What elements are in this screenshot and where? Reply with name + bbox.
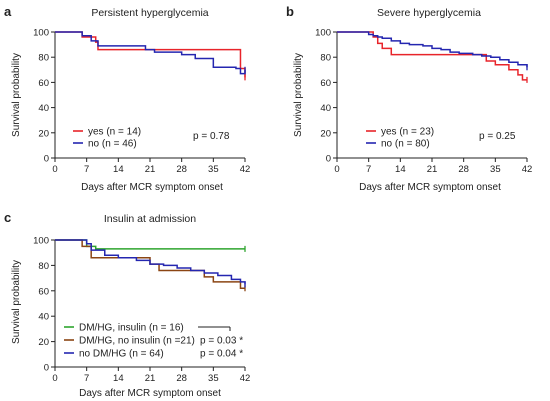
- survival-curve-series-1: [337, 31, 527, 81]
- survival-curves-a: [55, 31, 246, 81]
- x-tick-label: 21: [145, 164, 156, 175]
- axes-b: 0 20 40 60 80 100 0 7 14 21 28 35 42: [315, 28, 532, 176]
- legend-a: yes (n = 14) no (n = 46): [73, 127, 141, 150]
- survival-curve-series-1: [55, 239, 245, 250]
- y-tick-label: 0: [326, 154, 331, 165]
- panel-c-label: c: [4, 210, 11, 225]
- ylabel-c: Survival probability: [11, 260, 22, 344]
- x-tick-label: 0: [52, 373, 57, 384]
- x-tick-label: 28: [176, 373, 187, 384]
- x-tick-label: 14: [395, 164, 406, 175]
- y-tick-label: 100: [33, 236, 49, 247]
- x-tick-label: 0: [334, 164, 339, 175]
- y-tick-label: 60: [38, 78, 49, 89]
- panel-a-label: a: [4, 4, 12, 19]
- axes-a: 0 20 40 60 80 100 0 7 14 21 28 35 42: [33, 28, 250, 176]
- y-tick-label: 20: [38, 128, 49, 139]
- chart-title-b: Severe hyperglycemia: [377, 7, 481, 19]
- legend-label-no-a: no (n = 46): [88, 139, 137, 150]
- p-value-c-1: p = 0.03 *: [200, 336, 243, 347]
- x-tick-label: 21: [145, 373, 156, 384]
- x-tick-label: 14: [113, 373, 124, 384]
- x-tick-label: 7: [84, 164, 89, 175]
- survival-curves-c: [55, 239, 246, 292]
- y-tick-label: 100: [315, 28, 331, 39]
- legend-c: DM/HG, insulin (n = 16) DM/HG, no insuli…: [64, 323, 195, 360]
- chart-title-c: Insulin at admission: [104, 213, 196, 225]
- panel-b-label: b: [286, 4, 294, 19]
- legend-label-no-insulin-c: DM/HG, no insulin (n =21): [79, 336, 195, 347]
- legend-label-yes-b: yes (n = 23): [381, 127, 434, 138]
- legend-b: yes (n = 23) no (n = 80): [366, 127, 434, 150]
- axes-c: 0 20 40 60 80 100 0 7 14 21 28 35 42: [33, 236, 250, 385]
- significance-bracket-c: [198, 326, 231, 331]
- y-tick-label: 60: [38, 286, 49, 297]
- ylabel-a: Survival probability: [11, 53, 22, 137]
- y-tick-label: 80: [320, 53, 331, 64]
- x-tick-label: 42: [522, 164, 533, 175]
- survival-curve-series-1: [55, 31, 246, 78]
- x-tick-label: 21: [427, 164, 438, 175]
- y-tick-label: 100: [33, 28, 49, 39]
- survival-curve-series-2: [55, 239, 245, 290]
- survival-curve-series-2: [55, 31, 246, 75]
- x-tick-label: 35: [490, 164, 501, 175]
- y-tick-label: 40: [38, 312, 49, 323]
- chart-panel-c: Insulin at admission Survival probabilit…: [11, 213, 250, 399]
- chart-title-a: Persistent hyperglycemia: [91, 7, 208, 19]
- x-tick-label: 28: [176, 164, 187, 175]
- y-tick-label: 60: [320, 78, 331, 89]
- x-tick-label: 7: [366, 164, 371, 175]
- y-tick-label: 0: [44, 363, 49, 374]
- x-tick-label: 35: [208, 164, 219, 175]
- survival-curve-series-2: [337, 31, 528, 68]
- p-value-a: p = 0.78: [193, 131, 230, 142]
- x-tick-label: 28: [458, 164, 469, 175]
- p-value-c-2: p = 0.04 *: [200, 349, 243, 360]
- x-tick-label: 14: [113, 164, 124, 175]
- x-tick-label: 42: [240, 373, 251, 384]
- p-value-b: p = 0.25: [479, 131, 516, 142]
- x-tick-label: 0: [52, 164, 57, 175]
- xlabel-c: Days after MCR symptom onset: [79, 388, 221, 399]
- legend-label-no-b: no (n = 80): [381, 139, 430, 150]
- x-tick-label: 7: [84, 373, 89, 384]
- legend-label-no-dm-c: no DM/HG (n = 64): [79, 349, 164, 360]
- y-tick-label: 0: [44, 154, 49, 165]
- y-tick-label: 40: [320, 103, 331, 114]
- xlabel-b: Days after MCR symptom onset: [359, 182, 501, 193]
- y-tick-label: 40: [38, 103, 49, 114]
- y-tick-label: 20: [320, 128, 331, 139]
- x-tick-label: 35: [208, 373, 219, 384]
- x-tick-label: 42: [240, 164, 251, 175]
- chart-panel-b: Severe hyperglycemia Survival probabilit…: [293, 7, 532, 193]
- legend-label-insulin-c: DM/HG, insulin (n = 16): [79, 323, 184, 334]
- ylabel-b: Survival probability: [293, 53, 304, 137]
- chart-panel-a: Persistent hyperglycemia Survival probab…: [11, 7, 250, 193]
- y-tick-label: 20: [38, 337, 49, 348]
- y-tick-label: 80: [38, 261, 49, 272]
- y-tick-label: 80: [38, 53, 49, 64]
- survival-curves-b: [337, 31, 528, 83]
- survival-curve-series-3: [55, 239, 246, 285]
- xlabel-a: Days after MCR symptom onset: [81, 182, 223, 193]
- legend-label-yes-a: yes (n = 14): [88, 127, 141, 138]
